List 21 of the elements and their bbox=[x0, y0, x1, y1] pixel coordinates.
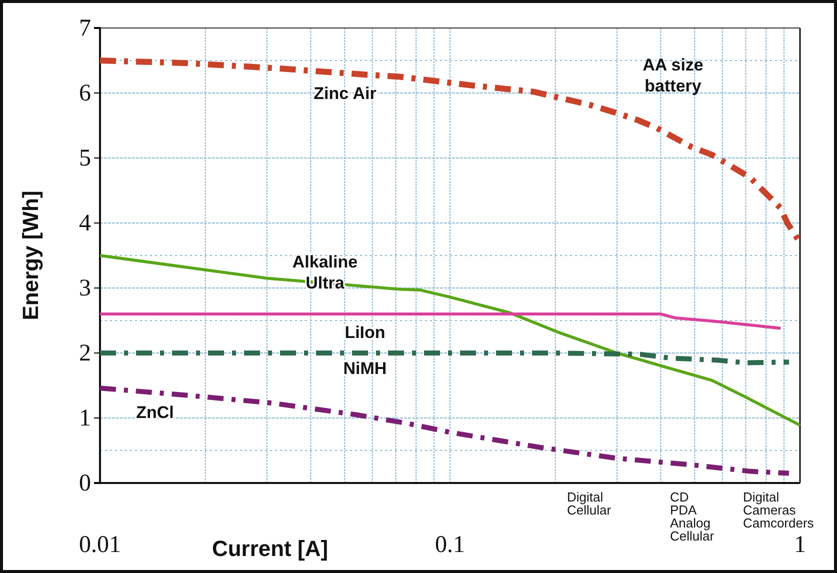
x-axis-title: Current [A] bbox=[212, 536, 328, 561]
y-tick-label: 5 bbox=[79, 146, 91, 172]
x-tick-label: 0.1 bbox=[435, 532, 465, 558]
y-tick-label: 2 bbox=[79, 340, 91, 367]
y-tick-label: 1 bbox=[79, 406, 91, 432]
x-tick-label: 1 bbox=[794, 532, 806, 558]
text: Digital Cameras Camcorders bbox=[743, 490, 814, 531]
series-label: Zinc Air bbox=[314, 84, 377, 103]
series-label: NiMH bbox=[343, 358, 387, 378]
y-axis-title: Energy [Wh] bbox=[18, 190, 43, 320]
y-tick-label: 3 bbox=[79, 276, 91, 302]
series-label: ZnCl bbox=[136, 402, 174, 422]
annotation: AA size battery bbox=[642, 55, 704, 96]
y-tick-label: 6 bbox=[79, 80, 91, 107]
text: CD PDA Analog Cellular bbox=[670, 490, 715, 544]
series-label: LiIon bbox=[344, 322, 386, 342]
y-tick-label: 7 bbox=[79, 16, 91, 42]
x-tick-label: 0.01 bbox=[79, 532, 121, 558]
y-tick-label: 0 bbox=[79, 470, 91, 497]
text: Digital Cellular bbox=[567, 490, 612, 518]
y-tick-label: 4 bbox=[79, 210, 91, 237]
